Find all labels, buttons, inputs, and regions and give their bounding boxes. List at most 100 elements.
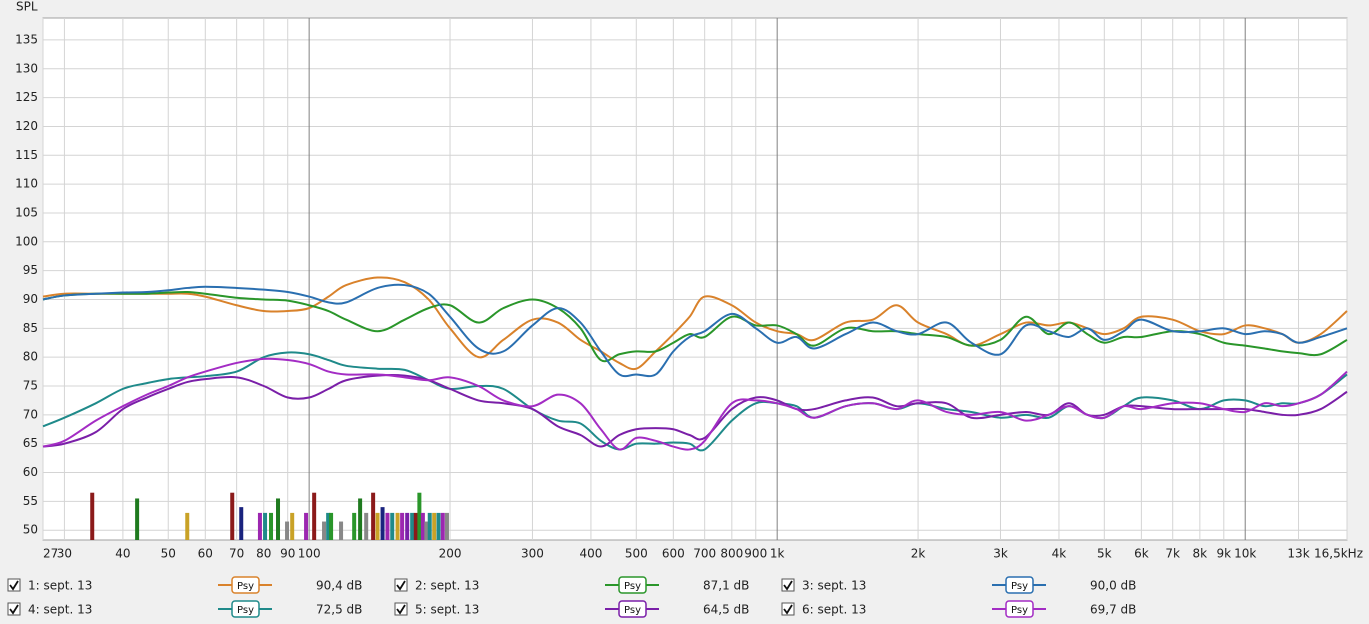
marker-bar [420,512,425,540]
smoothing-box[interactable] [231,576,260,594]
marker-bar [339,521,344,540]
level-label: 64,5 dB [703,603,749,617]
marker-bar [417,492,422,540]
x-tick-label: 200 [439,547,462,561]
y-tick-label: 100 [15,234,38,248]
y-tick-label: 75 [23,378,38,392]
series-line [42,276,1348,371]
x-tick-label: 1k [770,547,785,561]
checkbox[interactable] [781,578,795,592]
legend-label: 5: sept. 13 [415,603,479,617]
marker-bar [358,498,363,540]
marker-bar [440,512,445,540]
marker-bar [230,492,235,540]
y-tick-label: 80 [23,350,38,364]
x-tick-label: 700 [693,547,716,561]
marker-bar [371,492,376,540]
legend-item: 3: sept. 13 Psy 90,0 dB [781,576,1136,594]
marker-bar [427,512,432,540]
legend-label: 6: sept. 13 [802,603,866,617]
x-tick-label: 10k [1234,547,1256,561]
marker-bar [410,512,415,540]
x-tick-label: 50 [161,547,176,561]
x-tick-label: 8k [1193,547,1208,561]
marker-bar [375,512,380,540]
legend-item: 2: sept. 13 Psy 87,1 dB [394,576,749,594]
smoothing-box[interactable] [618,576,647,594]
checkmark [783,604,793,615]
marker-bar [285,521,290,540]
x-tick-label: 5k [1097,547,1112,561]
checkmark [9,604,19,615]
y-tick-label: 90 [23,292,38,306]
x-tick-label: 16,5kHz [1314,547,1363,561]
x-tick-label: 600 [662,547,685,561]
checkbox[interactable] [781,602,795,616]
marker-bar [385,512,390,540]
y-tick-label: 50 [23,523,38,537]
legend-label: 1: sept. 13 [28,579,92,593]
x-tick-label: 30 [57,547,72,561]
smoothing-box[interactable] [1005,576,1034,594]
legend-label: 3: sept. 13 [802,579,866,593]
y-tick-label: 135 [15,32,38,46]
marker-bar [329,512,334,540]
y-tick-label: 130 [15,61,38,75]
legend-label: 2: sept. 13 [415,579,479,593]
x-tick-label: 13k [1287,547,1309,561]
x-tick-label: 40 [115,547,130,561]
marker-bar [239,507,244,540]
series-line [42,290,1348,363]
x-tick-label: 100 [298,547,321,561]
checkbox[interactable] [7,578,21,592]
marker-bar [444,512,449,540]
smoothing-label: Psy [624,605,641,616]
checkmark [9,580,19,591]
y-tick-label: 55 [23,494,38,508]
x-tick-label: 7k [1165,547,1180,561]
x-tick-label: 90 [280,547,295,561]
legend-item: 5: sept. 13 Psy 64,5 dB [394,600,749,618]
level-label: 72,5 dB [316,603,362,617]
level-label: 90,0 dB [1090,579,1136,593]
smoothing-label: Psy [624,581,641,592]
smoothing-box[interactable] [618,600,647,618]
legend-label: 4: sept. 13 [28,603,92,617]
marker-bar [185,512,190,540]
x-tick-label: 9k [1216,547,1231,561]
y-tick-label: 105 [15,205,38,219]
marker-bar [424,521,429,540]
series-line [42,357,1348,451]
marker-bar [352,512,357,540]
legend-item: 6: sept. 13 Psy 69,7 dB [781,600,1136,618]
checkbox[interactable] [394,578,408,592]
x-tick-label: 4k [1052,547,1067,561]
marker-bar [90,492,95,540]
checkmark [396,580,406,591]
marker-bar [326,512,331,540]
level-label: 90,4 dB [316,579,362,593]
x-tick-label: 80 [256,547,271,561]
level-label: 87,1 dB [703,579,749,593]
checkmark [783,580,793,591]
x-tick-label: 400 [579,547,602,561]
checkmark [396,604,406,615]
checkbox[interactable] [7,602,21,616]
x-tick-label: 2k [911,547,926,561]
marker-bar [322,521,327,540]
x-tick-label: 6k [1134,547,1149,561]
marker-bar [432,512,437,540]
y-axis-label: SPL [16,0,38,14]
y-tick-label: 95 [23,263,38,277]
y-tick-label: 65 [23,436,38,450]
marker-bar [276,498,281,540]
smoothing-label: Psy [1011,605,1028,616]
smoothing-box[interactable] [1005,600,1034,618]
marker-bar [269,512,274,540]
y-tick-label: 70 [23,407,38,421]
marker-bar [413,512,418,540]
x-tick-label: 300 [521,547,544,561]
smoothing-box[interactable] [231,600,260,618]
smoothing-label: Psy [1011,581,1028,592]
checkbox[interactable] [394,602,408,616]
